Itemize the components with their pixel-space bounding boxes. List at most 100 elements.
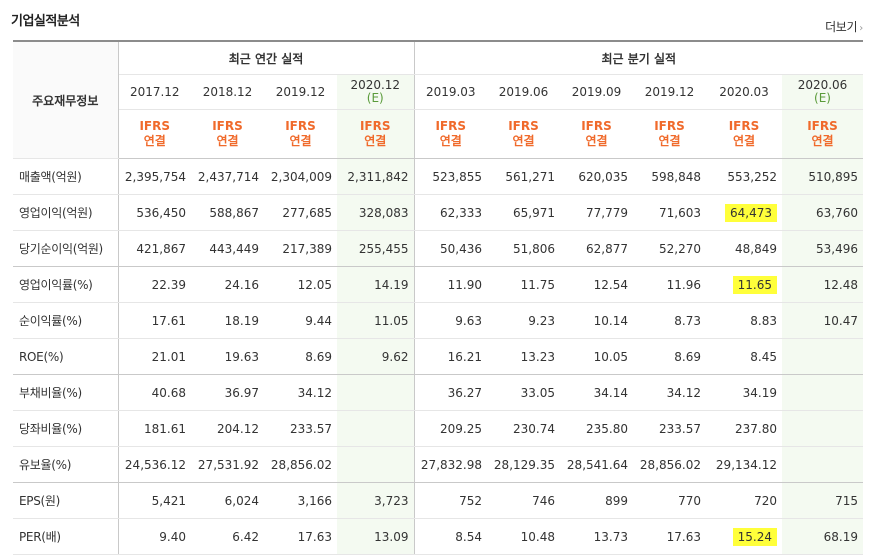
consolidated-label: 연결 bbox=[585, 134, 608, 148]
table-cell: 68.19 bbox=[782, 518, 863, 555]
cell-value: 746 bbox=[532, 493, 555, 508]
table-cell: 230.74 bbox=[487, 410, 560, 447]
table-cell: 65,971 bbox=[487, 194, 560, 231]
cell-value: 12.05 bbox=[297, 277, 332, 292]
cell-value: 6,024 bbox=[224, 493, 259, 508]
cell-value: 63,760 bbox=[816, 205, 858, 220]
table-cell: 3,166 bbox=[264, 482, 337, 519]
date-label: 2019.06 bbox=[498, 84, 549, 99]
cell-value: 13.09 bbox=[374, 529, 409, 544]
table-cell: 204.12 bbox=[191, 410, 264, 447]
cell-value: 8.83 bbox=[750, 313, 777, 328]
table-row: PER(배) 9.40 6.42 17.63 13.09 8.54 10.48 13.73 17… bbox=[13, 518, 863, 555]
ifrs-label: IFRS bbox=[581, 119, 612, 133]
table-cell: 561,271 bbox=[487, 158, 560, 195]
date-header: 2020.06 (E) bbox=[782, 74, 863, 110]
table-cell: 2,304,009 bbox=[264, 158, 337, 195]
table-cell: 421,867 bbox=[118, 230, 191, 267]
highlighted-value: 15.24 bbox=[732, 527, 777, 546]
table-cell: 523,855 bbox=[413, 158, 487, 195]
table-cell: 11.96 bbox=[633, 266, 706, 303]
date-header: 2018.12 bbox=[191, 74, 264, 110]
date-label: 2019.09 bbox=[571, 84, 622, 99]
cell-value: 2,437,714 bbox=[197, 169, 259, 184]
row-label: 부채비율(%) bbox=[13, 374, 119, 411]
ifrs-label: IFRS bbox=[435, 119, 467, 133]
cell-value: 34.19 bbox=[742, 385, 777, 400]
table-cell: 8.69 bbox=[264, 338, 337, 375]
table-cell: 6,024 bbox=[191, 482, 264, 519]
cell-value: 8.69 bbox=[674, 349, 701, 364]
table-cell: 27,832.98 bbox=[413, 446, 487, 483]
consolidated-label: 연결 bbox=[732, 134, 756, 148]
date-label: 2019.12 bbox=[644, 84, 695, 99]
row-label: EPS(원) bbox=[13, 482, 119, 519]
table-cell: 34.12 bbox=[264, 374, 337, 411]
cell-value: 9.40 bbox=[159, 529, 186, 544]
date-header: 2020.12 (E) bbox=[337, 74, 414, 110]
ifrs-header: IFRS 연결 bbox=[118, 109, 191, 159]
cell-value: 9.62 bbox=[381, 349, 409, 364]
table-cell: 13.09 bbox=[337, 518, 414, 555]
table-cell: 899 bbox=[560, 482, 633, 519]
table-cell: 40.68 bbox=[118, 374, 191, 411]
row-label: 영업이익률(%) bbox=[13, 266, 119, 303]
more-link[interactable]: 더보기 › bbox=[825, 18, 863, 35]
table-cell: 752 bbox=[413, 482, 487, 519]
cell-value: 65,971 bbox=[513, 205, 555, 220]
cell-value: 233.57 bbox=[659, 421, 701, 436]
cell-value: 3,166 bbox=[297, 493, 332, 508]
cell-value: 34.12 bbox=[297, 385, 332, 400]
cell-value: 34.12 bbox=[666, 385, 701, 400]
date-header: 2019.03 bbox=[413, 74, 487, 110]
cell-value: 328,083 bbox=[358, 205, 409, 220]
table-cell: 29,134.12 bbox=[706, 446, 782, 483]
table-cell: 62,333 bbox=[413, 194, 487, 231]
table-cell: 715 bbox=[782, 482, 863, 519]
table-cell bbox=[782, 410, 863, 447]
date-label: 2020.12 bbox=[350, 78, 401, 92]
ifrs-header: IFRS 연결 bbox=[706, 109, 782, 159]
cell-value: 12.54 bbox=[593, 277, 628, 292]
date-header: 2019.06 bbox=[487, 74, 560, 110]
cell-value: 443,449 bbox=[209, 241, 259, 256]
table-cell: 10.14 bbox=[560, 302, 633, 339]
ifrs-header: IFRS 연결 bbox=[413, 109, 487, 159]
table-cell: 237.80 bbox=[706, 410, 782, 447]
row-label: PER(배) bbox=[13, 518, 119, 555]
table-cell: 62,877 bbox=[560, 230, 633, 267]
consolidated-label: 연결 bbox=[143, 134, 166, 148]
date-label: 2019.12 bbox=[275, 84, 326, 99]
cell-value: 29,134.12 bbox=[715, 457, 777, 472]
table-cell: 11.75 bbox=[487, 266, 560, 303]
table-cell: 553,252 bbox=[706, 158, 782, 195]
table-cell: 27,531.92 bbox=[191, 446, 264, 483]
table-cell: 9.23 bbox=[487, 302, 560, 339]
table-cell: 33.05 bbox=[487, 374, 560, 411]
ifrs-label: IFRS bbox=[212, 119, 243, 133]
row-label: 유보율(%) bbox=[13, 446, 119, 483]
cell-value: 10.05 bbox=[593, 349, 628, 364]
ifrs-header: IFRS 연결 bbox=[782, 109, 863, 159]
table-cell: 8.69 bbox=[633, 338, 706, 375]
table-cell: 22.39 bbox=[118, 266, 191, 303]
table-cell: 21.01 bbox=[118, 338, 191, 375]
highlighted-value: 11.65 bbox=[732, 275, 777, 294]
table-cell: 50,436 bbox=[413, 230, 487, 267]
table-cell: 14.19 bbox=[337, 266, 414, 303]
cell-value: 13.23 bbox=[520, 349, 555, 364]
table-cell: 28,856.02 bbox=[633, 446, 706, 483]
ifrs-header: IFRS 연결 bbox=[337, 109, 414, 159]
cell-value: 48,849 bbox=[735, 241, 777, 256]
ifrs-label: IFRS bbox=[654, 119, 685, 133]
cell-value: 14.19 bbox=[374, 277, 409, 292]
cell-value: 8.73 bbox=[674, 313, 701, 328]
table-cell: 8.73 bbox=[633, 302, 706, 339]
row-label-header: 주요재무정보 bbox=[13, 41, 119, 159]
table-cell: 34.14 bbox=[560, 374, 633, 411]
cell-value: 28,129.35 bbox=[493, 457, 555, 472]
cell-value: 8.45 bbox=[750, 349, 777, 364]
cell-value: 68.19 bbox=[823, 529, 858, 544]
cell-value: 11.96 bbox=[666, 277, 701, 292]
table-cell: 10.48 bbox=[487, 518, 560, 555]
